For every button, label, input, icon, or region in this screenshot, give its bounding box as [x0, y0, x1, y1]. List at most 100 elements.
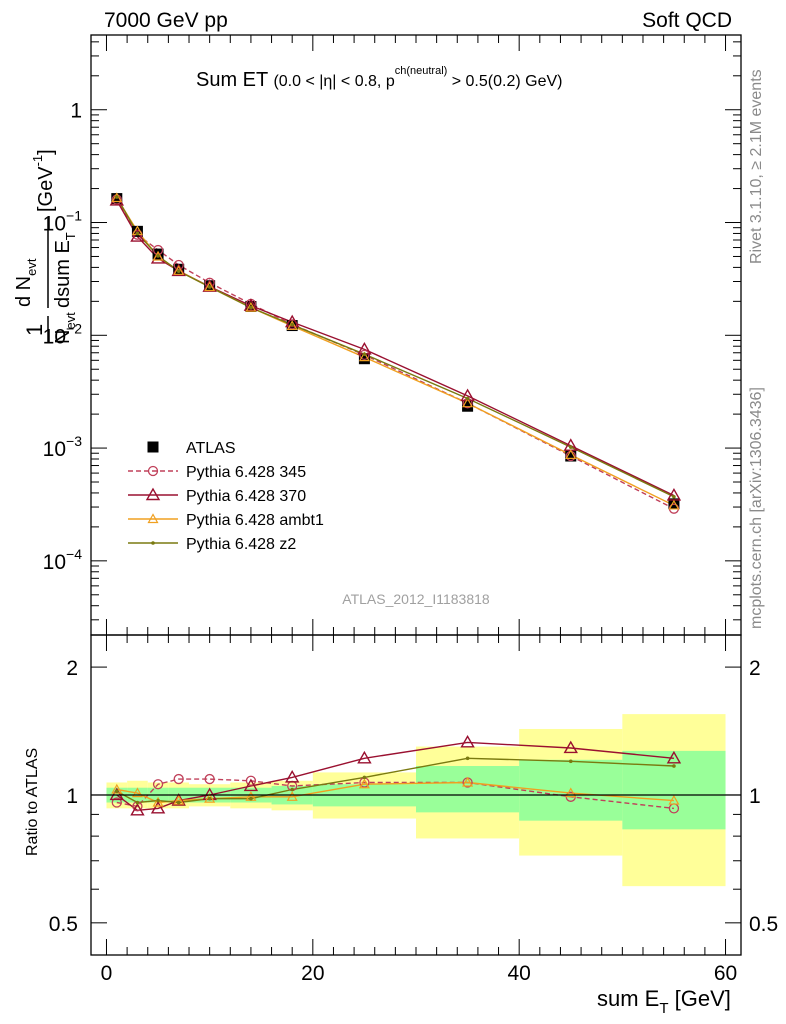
legend: ATLAS Pythia 6.428 345 Pythia 6.428 370 Pyt…: [128, 440, 324, 553]
x-axis-label: sum ET [GeV]: [597, 986, 731, 1017]
ratio-point-pythia-6-428-345-2: [152, 779, 164, 790]
main-point-pythia-6-428-z2-1: [135, 231, 140, 236]
main-point-pythia-6-428-z2-7: [362, 352, 367, 356]
ratio-series-markers: [109, 734, 682, 816]
main-point-pythia-6-428-ambt1-2: [152, 250, 164, 261]
ratio-point-pythia-6-428-345-0: [111, 797, 122, 808]
legend-label: ATLAS: [186, 440, 236, 457]
y-tick-label: 10−4: [43, 546, 83, 574]
main-point-pythia-6-428-z2-4: [207, 285, 212, 289]
stat-band-9: [519, 759, 623, 821]
svg-text:Sum ET (0.0 < |η| < 0.8,: Sum ET (0.0 < |η| < 0.8, pch(neutral) > …: [196, 65, 562, 91]
legend-marker: [147, 465, 159, 477]
ratio-point-pythia-6-428-370-6: [284, 769, 300, 783]
ratio-point-pythia-6-428-ambt1-2: [152, 796, 164, 807]
ratio-point-pythia-6-428-z2-0: [114, 789, 119, 794]
ratio-point-pythia-6-428-345-3: [173, 773, 184, 785]
stat-band-8: [416, 765, 520, 813]
main-point-pythia-6-428-z2-8: [465, 396, 470, 401]
y-tick-label: 1: [70, 100, 82, 123]
main-y-axis-label: 1 Nevt d Nevt dsum ET [GeV-1]: [13, 149, 78, 344]
ratio-point-pythia-6-428-ambt1-10: [668, 794, 680, 805]
ratio-point-pythia-6-428-370-1: [130, 802, 145, 816]
main-point-pythia-6-428-370-4: [202, 279, 217, 292]
legend-label: Pythia 6.428 370: [186, 488, 306, 505]
main-point-pythia-6-428-ambt1-10: [668, 499, 680, 510]
main-point-pythia-6-428-370-6: [284, 314, 300, 328]
main-point-pythia-6-428-ambt1-7: [358, 351, 370, 362]
ratio-y-tick-label-right: 0.5: [749, 913, 778, 936]
main-point-pythia-6-428-z2-2: [156, 254, 160, 258]
header-left: 7000 GeV pp: [104, 9, 228, 32]
main-point-pythia-6-428-370-1: [130, 229, 145, 242]
ratio-y-tick-label-right: 2: [749, 657, 761, 680]
main-line-pythia-6-428-ambt1: [116, 197, 675, 507]
ratio-y-tick-label: 0.5: [49, 913, 78, 936]
ratio-point-pythia-6-428-z2-7: [362, 775, 367, 780]
main-point-pythia-6-428-ambt1-3: [173, 265, 185, 275]
main-point-pythia-6-428-z2-3: [176, 269, 181, 274]
main-title-superscript: ch(neutral): [395, 65, 448, 77]
ratio-point-pythia-6-428-ambt1-6: [286, 791, 298, 801]
ratio-line-pythia-6-428-370: [116, 741, 674, 812]
ratio-point-pythia-6-428-ambt1-9: [565, 787, 577, 798]
ratio-point-pythia-6-428-370-8: [460, 734, 475, 748]
main-series-markers: [109, 192, 682, 514]
ratio-point-pythia-6-428-370-3: [171, 793, 186, 806]
main-point-pythia-6-428-z2-0: [114, 195, 119, 199]
ratio-point-pythia-6-428-345-5: [245, 775, 257, 786]
main-title-text: Sum ET: [196, 69, 268, 91]
ratio-point-pythia-6-428-370-5: [243, 778, 259, 792]
main-point-pythia-6-428-ambt1-8: [462, 397, 474, 408]
main-point-pythia-6-428-345-7: [359, 349, 370, 361]
ratio-point-pythia-6-428-z2-4: [207, 796, 212, 801]
header-right: Soft QCD: [642, 9, 732, 32]
ratio-y-tick-label-right: 1: [749, 785, 761, 808]
main-title-detail-end: > 0.5(0.2) GeV): [447, 73, 562, 90]
x-tick-label: 0: [101, 962, 113, 985]
main-point-pythia-6-428-z2-5: [249, 305, 253, 310]
ratio-point-pythia-6-428-ambt1-4: [204, 792, 216, 803]
ratio-point-pythia-6-428-z2-3: [176, 800, 181, 805]
main-point-atlas-9: [565, 450, 577, 462]
main-point-atlas-7: [358, 353, 370, 365]
legend-label: Pythia 6.428 345: [186, 464, 306, 481]
ratio-point-pythia-6-428-z2-6: [290, 787, 294, 792]
main-point-pythia-6-428-ambt1-4: [204, 281, 216, 292]
ratio-point-pythia-6-428-370-2: [150, 800, 166, 814]
main-title: Sum ET (0.0 < |η| < 0.8, pch(neutral) > …: [196, 65, 562, 91]
ratio-line-pythia-6-428-ambt1: [116, 781, 674, 804]
main-point-pythia-6-428-ambt1-5: [245, 301, 257, 312]
ratio-point-pythia-6-428-370-9: [563, 740, 578, 754]
main-point-pythia-6-428-370-8: [460, 388, 475, 402]
legend-marker: [145, 487, 161, 501]
main-point-pythia-6-428-z2-9: [568, 445, 573, 449]
x-tick-label: 60: [714, 962, 737, 985]
analysis-annotation: ATLAS_2012_I1183818: [342, 591, 490, 607]
ratio-point-pythia-6-428-z2-10: [672, 764, 676, 768]
ratio-point-pythia-6-428-370-0: [109, 787, 124, 801]
ratio-point-pythia-6-428-ambt1-7: [358, 778, 370, 789]
main-point-pythia-6-428-370-5: [243, 298, 259, 311]
ratio-point-pythia-6-428-z2-2: [156, 798, 160, 803]
ratio-y-tick-label: 1: [66, 785, 78, 808]
ratio-point-pythia-6-428-ambt1-1: [131, 787, 143, 798]
main-title-detail: (0.0 < |η| < 0.8, p: [273, 73, 394, 90]
ratio-point-pythia-6-428-ambt1-8: [462, 776, 474, 787]
main-point-pythia-6-428-ambt1-6: [286, 320, 298, 331]
ratio-point-pythia-6-428-z2-8: [465, 756, 470, 761]
svg-text:1: 1: [22, 324, 47, 336]
legend-label: Pythia 6.428 ambt1: [186, 512, 324, 529]
ratio-point-pythia-6-428-345-4: [204, 773, 215, 785]
main-point-pythia-6-428-ambt1-9: [565, 449, 577, 459]
axis-tick-labels: 10−410−310−210−110.5 0.51 12 20 20 40 60: [43, 100, 779, 985]
ratio-y-tick-label: 2: [66, 657, 78, 680]
x-tick-label: 40: [507, 962, 530, 985]
y-tick-label: 10−3: [43, 433, 83, 461]
svg-text:sum ET [GeV]: sum ET [GeV]: [597, 986, 731, 1017]
axis-ticks: [91, 35, 741, 955]
ratio-point-pythia-6-428-370-7: [357, 750, 372, 764]
svg-text:d Nevt: d Nevt: [13, 258, 39, 307]
ratio-point-pythia-6-428-z2-1: [135, 800, 140, 805]
